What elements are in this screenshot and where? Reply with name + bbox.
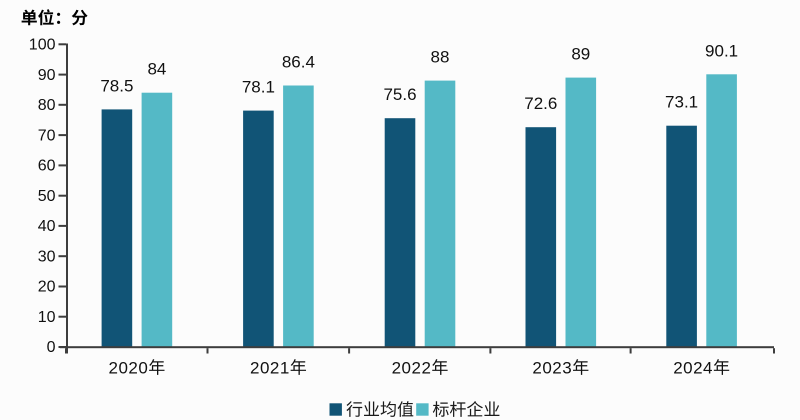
svg-text:89: 89 xyxy=(571,45,590,64)
svg-text:10: 10 xyxy=(38,309,56,326)
svg-text:90.1: 90.1 xyxy=(705,41,738,60)
svg-text:72.6: 72.6 xyxy=(524,94,557,113)
svg-text:2023: 2023 xyxy=(532,359,572,378)
svg-text:2021: 2021 xyxy=(250,359,290,378)
svg-text:86.4: 86.4 xyxy=(282,53,315,72)
svg-text:84: 84 xyxy=(147,60,166,79)
svg-text:20: 20 xyxy=(38,279,56,296)
svg-text:2024: 2024 xyxy=(673,359,713,378)
svg-text:30: 30 xyxy=(38,248,56,265)
svg-text:70: 70 xyxy=(38,127,56,144)
svg-text:2022: 2022 xyxy=(392,359,432,378)
svg-text:2020: 2020 xyxy=(109,359,149,378)
svg-text:88: 88 xyxy=(431,48,450,67)
svg-text:78.1: 78.1 xyxy=(242,78,275,97)
svg-text:75.6: 75.6 xyxy=(383,85,416,104)
svg-text:90: 90 xyxy=(38,67,56,84)
svg-text:0: 0 xyxy=(47,339,56,356)
svg-text:78.5: 78.5 xyxy=(100,76,133,95)
svg-text:50: 50 xyxy=(38,188,56,205)
svg-text:73.1: 73.1 xyxy=(665,93,698,112)
svg-text:80: 80 xyxy=(38,97,56,114)
svg-text:100: 100 xyxy=(29,37,56,54)
svg-text:40: 40 xyxy=(38,218,56,235)
svg-text:60: 60 xyxy=(38,158,56,175)
